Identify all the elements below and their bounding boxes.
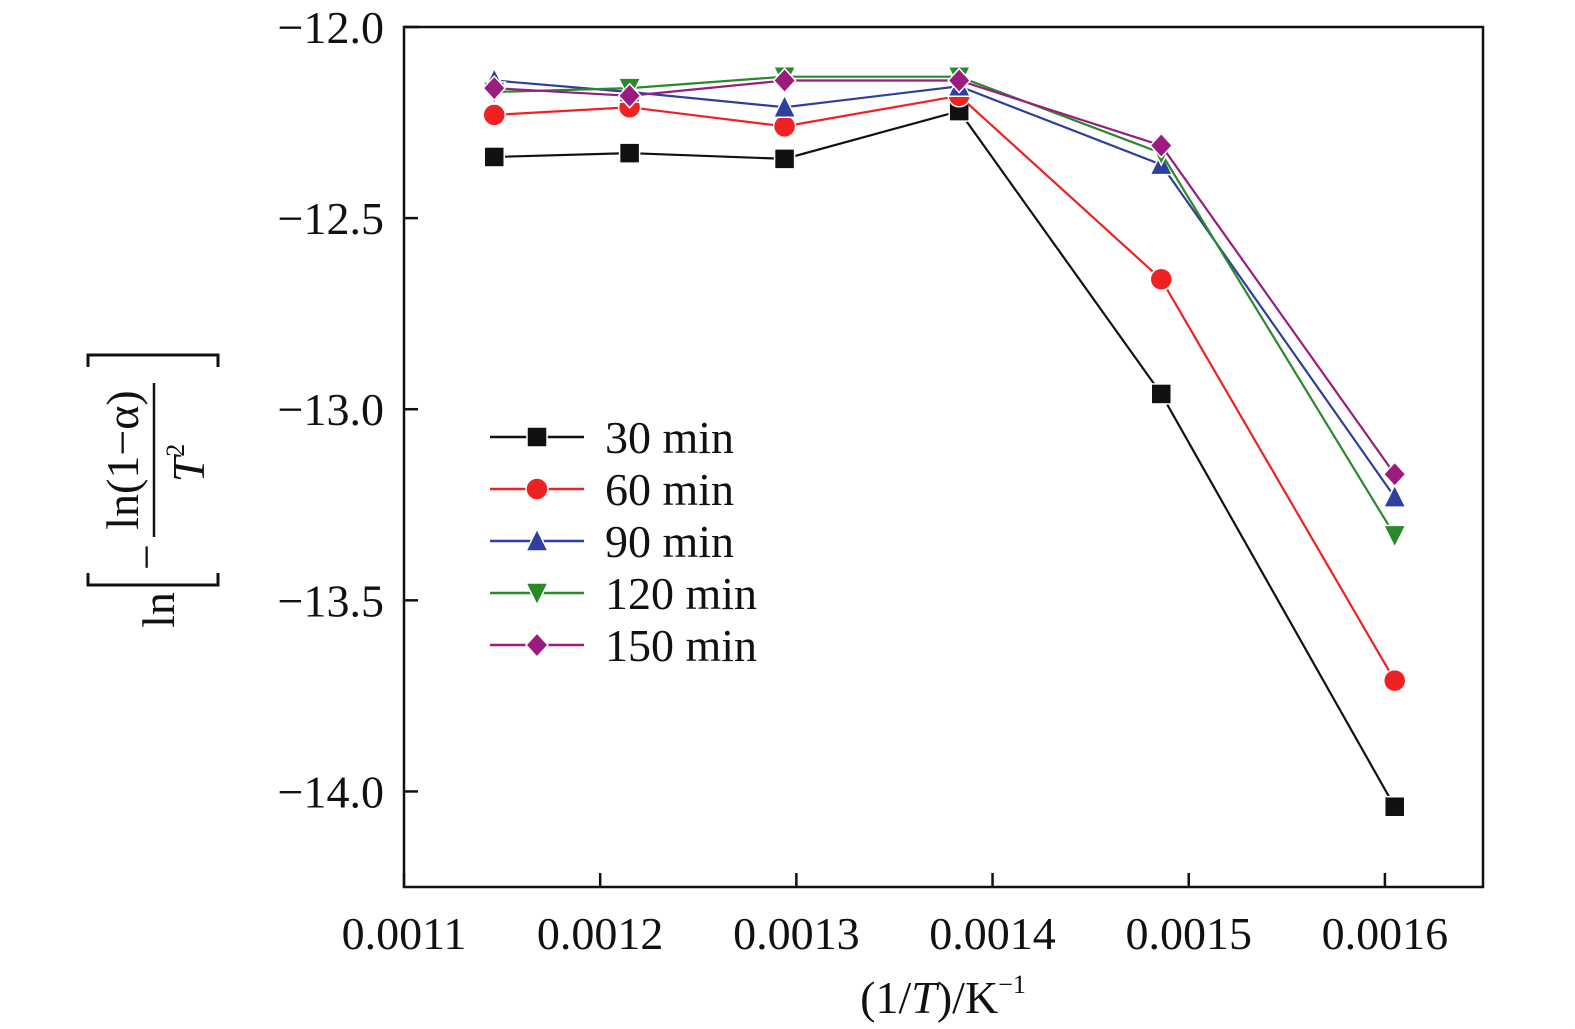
series-line xyxy=(494,94,1396,682)
data-point xyxy=(1382,461,1407,488)
x-tick-label: 0.0014 xyxy=(929,908,1056,959)
y-axis-title-numerator: ln(1−α) xyxy=(97,390,148,529)
x-tick-label: 0.0012 xyxy=(537,908,664,959)
series-layer xyxy=(482,65,1407,818)
legend-item: 60 min xyxy=(490,464,734,515)
data-point xyxy=(617,82,642,109)
data-point xyxy=(483,146,505,168)
y-tick-label: −13.5 xyxy=(278,575,384,626)
plot-frame xyxy=(402,25,1485,889)
data-point xyxy=(1382,668,1407,693)
legend-marker xyxy=(526,426,548,448)
data-point xyxy=(772,67,797,94)
y-axis-title-ln: ln xyxy=(133,592,184,628)
y-tick-label: −14.0 xyxy=(278,766,384,817)
series-line xyxy=(494,79,1396,498)
data-point xyxy=(618,142,641,164)
y-tick-label: −13.0 xyxy=(278,384,384,435)
data-point xyxy=(947,67,972,94)
series-line xyxy=(494,79,1396,475)
x-axis-title: (1/T)/K−1 xyxy=(860,970,1026,1023)
data-point xyxy=(1150,383,1173,405)
legend-label: 60 min xyxy=(605,464,734,515)
data-point xyxy=(772,93,797,119)
data-point xyxy=(772,114,797,139)
legend-marker xyxy=(525,477,549,501)
legend-marker xyxy=(524,631,550,659)
x-tick-label: 0.0011 xyxy=(342,908,467,959)
legend-item: 150 min xyxy=(490,620,757,671)
data-point xyxy=(482,103,506,127)
legend-label: 90 min xyxy=(605,516,734,567)
legend-label: 150 min xyxy=(605,620,757,671)
data-point xyxy=(1383,795,1406,818)
legend-item: 30 min xyxy=(490,412,734,463)
x-tick-label: 0.0016 xyxy=(1322,908,1449,959)
data-point xyxy=(482,75,507,102)
data-point xyxy=(1382,524,1407,550)
right-bracket xyxy=(86,353,220,367)
y-axis-title-minus: − xyxy=(121,544,172,570)
series-line xyxy=(494,109,1396,808)
legend-item: 120 min xyxy=(490,568,757,619)
y-axis: −12.0 −12.5 −13.0 −13.5 −14.0 xyxy=(278,2,418,817)
y-axis-title-denominator: T2 xyxy=(161,444,214,483)
data-point xyxy=(773,148,796,170)
legend-item: 90 min xyxy=(490,516,734,567)
data-point xyxy=(1149,132,1174,159)
y-tick-label: −12.5 xyxy=(278,193,384,244)
data-point xyxy=(1382,483,1407,508)
plot-border xyxy=(402,25,1485,889)
y-tick-label: −12.0 xyxy=(278,2,384,53)
legend-label: 120 min xyxy=(605,568,757,619)
legend-marker xyxy=(524,527,550,552)
x-tick-label: 0.0013 xyxy=(733,908,860,959)
x-tick-label: 0.0015 xyxy=(1125,908,1252,959)
legend-label: 30 min xyxy=(605,412,734,463)
series-line xyxy=(494,75,1396,536)
data-point xyxy=(1149,267,1174,292)
left-bracket xyxy=(86,573,220,587)
legend-marker xyxy=(524,582,550,607)
x-axis: 0.0011 0.0012 0.0013 0.0014 0.0015 0.0016 xyxy=(342,873,1449,959)
y-axis-title: ln − ln(1−α) T2 xyxy=(86,353,220,628)
series-150-min xyxy=(482,67,1407,488)
